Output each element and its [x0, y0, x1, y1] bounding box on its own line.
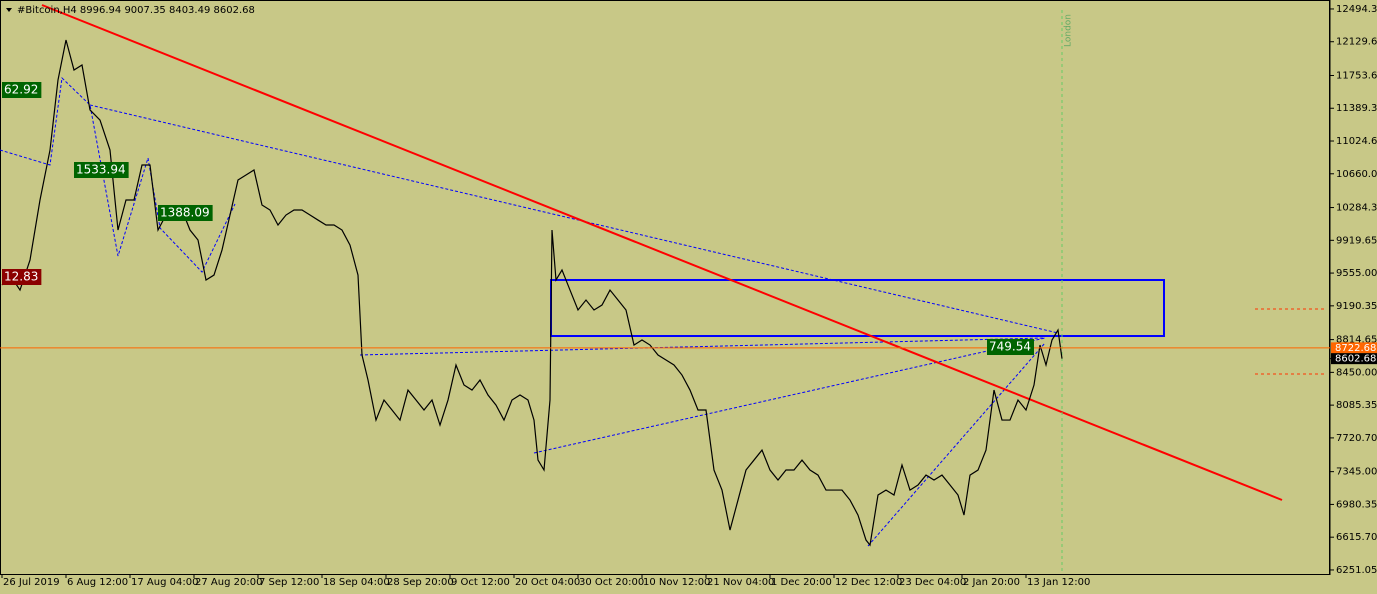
y-tick-label: 8450.00 [1336, 367, 1377, 378]
y-tick-label: 9555.00 [1336, 268, 1377, 279]
zigzag [533, 337, 1046, 454]
x-tick-label: 18 Sep 04:00 [323, 577, 390, 588]
zigzag [359, 337, 1046, 356]
menu-icon [6, 8, 12, 12]
header: #Bitcoin,H4 8996.94 9007.35 8403.49 8602… [17, 5, 255, 16]
price-label-box [1331, 342, 1377, 354]
x-tick-label: 20 Oct 04:00 [515, 577, 580, 588]
x-tick-label: 9 Oct 12:00 [451, 577, 510, 588]
y-tick-label: 7720.70 [1336, 433, 1377, 444]
y-tick-label: 7345.00 [1336, 467, 1377, 478]
trend-line [41, 4, 1283, 501]
x-tick-label: 17 Aug 04:00 [131, 577, 198, 588]
annotation-box [2, 269, 42, 285]
annotation: 749.54 [987, 339, 1034, 355]
y-tick-label: 6980.35 [1336, 499, 1377, 510]
price-label-box [1331, 353, 1377, 365]
y-tick-label: 11389.30 [1336, 103, 1377, 114]
x-tick-label: 21 Nov 04:00 [707, 577, 774, 588]
y-tick-label: 9190.35 [1336, 301, 1377, 312]
x-tick-label: 7 Sep 12:00 [259, 577, 319, 588]
zigzag-lines [0, 76, 1059, 547]
y-tick-label: 12494.30 [1336, 4, 1377, 15]
annotation: 62.92 [2, 82, 42, 98]
session-label: London [1064, 14, 1074, 47]
price-label: 8722.68 [1335, 343, 1376, 354]
y-tick-label: 12129.65 [1336, 37, 1377, 48]
x-tick-label: 6 Aug 12:00 [67, 577, 128, 588]
annotation-text: 749.54 [989, 340, 1031, 354]
x-tick-label: 10 Nov 12:00 [643, 577, 710, 588]
annotation-box [74, 162, 129, 178]
annotation: 1533.94 [74, 162, 129, 178]
annotation-text: 1388.09 [160, 206, 210, 220]
zigzag [0, 76, 236, 273]
y-tick-label: 10284.30 [1336, 203, 1377, 214]
y-tick-label: 8085.35 [1336, 400, 1377, 411]
annotation-text: 1533.94 [76, 163, 126, 177]
y-tick-label: 11024.65 [1336, 136, 1377, 147]
x-tick-label: 13 Jan 12:00 [1027, 577, 1090, 588]
annotation-text: 62.92 [4, 83, 38, 97]
y-tick-label: 8814.65 [1336, 335, 1377, 346]
x-tick-label: 12 Dec 12:00 [835, 577, 902, 588]
annotation: 1388.09 [158, 205, 213, 221]
annotation-box [158, 205, 213, 221]
zigzag [89, 104, 1059, 334]
y-tick-label: 11753.60 [1336, 71, 1377, 82]
annotation-text: 12.83 [4, 270, 38, 284]
x-tick-label: 2 Jan 20:00 [963, 577, 1020, 588]
x-tick-label: 27 Aug 20:00 [195, 577, 262, 588]
y-tick-label: 6251.05 [1336, 565, 1377, 576]
y-tick-label: 6615.70 [1336, 532, 1377, 543]
y-tick-label: 10660.00 [1336, 169, 1377, 180]
annotation: 12.83 [2, 269, 42, 285]
price-label: 8602.68 [1335, 354, 1376, 365]
x-tick-label: 23 Dec 04:00 [899, 577, 966, 588]
y-tick-label: 9919.65 [1336, 235, 1377, 246]
x-tick-label: 30 Oct 20:00 [579, 577, 644, 588]
x-tick-label: 28 Sep 20:00 [387, 577, 454, 588]
x-tick-label: 26 Jul 2019 [3, 577, 60, 588]
annotation-box [987, 339, 1034, 355]
x-tick-label: 1 Dec 20:00 [771, 577, 832, 588]
price-line [1, 39, 1063, 547]
annotation-box [2, 82, 42, 98]
